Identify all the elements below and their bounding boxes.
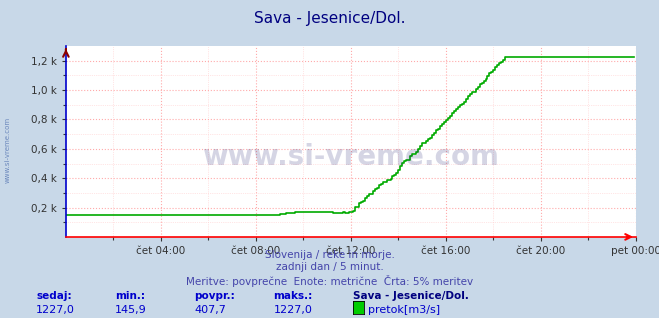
Text: povpr.:: povpr.: xyxy=(194,291,235,301)
Text: Sava - Jesenice/Dol.: Sava - Jesenice/Dol. xyxy=(353,291,469,301)
Text: maks.:: maks.: xyxy=(273,291,313,301)
Text: www.si-vreme.com: www.si-vreme.com xyxy=(202,143,500,171)
Text: Sava - Jesenice/Dol.: Sava - Jesenice/Dol. xyxy=(254,11,405,26)
Text: Meritve: povprečne  Enote: metrične  Črta: 5% meritev: Meritve: povprečne Enote: metrične Črta:… xyxy=(186,275,473,287)
Text: Slovenija / reke in morje.: Slovenija / reke in morje. xyxy=(264,250,395,259)
Text: 407,7: 407,7 xyxy=(194,305,226,315)
Text: zadnji dan / 5 minut.: zadnji dan / 5 minut. xyxy=(275,262,384,272)
Text: 145,9: 145,9 xyxy=(115,305,147,315)
Text: www.si-vreme.com: www.si-vreme.com xyxy=(5,116,11,183)
Text: sedaj:: sedaj: xyxy=(36,291,72,301)
Text: 1227,0: 1227,0 xyxy=(273,305,312,315)
Text: 1227,0: 1227,0 xyxy=(36,305,75,315)
Text: pretok[m3/s]: pretok[m3/s] xyxy=(368,305,440,315)
Text: min.:: min.: xyxy=(115,291,146,301)
